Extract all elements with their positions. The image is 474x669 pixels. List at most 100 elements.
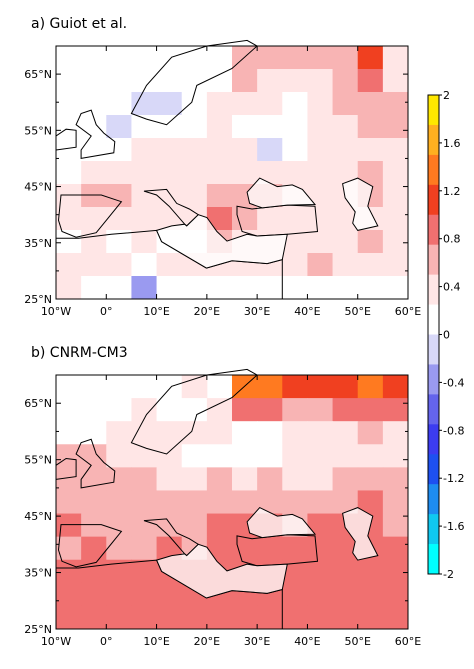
- heatmap-cell: [131, 444, 158, 468]
- heatmap-cell: [257, 46, 283, 70]
- y-tick-label: 65°N: [24, 397, 52, 410]
- heatmap-cell: [206, 467, 233, 491]
- heatmap-cell: [206, 92, 233, 116]
- coastline: [130, 368, 258, 455]
- heatmap-cell: [257, 207, 283, 231]
- heatmap-cell: [332, 115, 359, 139]
- heatmap-cell: [357, 582, 384, 607]
- x-tick-label: 10°E: [143, 635, 169, 648]
- heatmap-cell: [307, 253, 334, 277]
- heatmap-cell: [282, 421, 308, 445]
- heatmap-cell: [156, 536, 183, 561]
- heatmap-cell: [206, 46, 233, 70]
- heatmap-cell: [357, 46, 384, 70]
- heatmap-cell: [232, 536, 258, 561]
- heatmap-cell: [282, 398, 308, 422]
- heatmap-cell: [106, 582, 132, 607]
- heatmap-cell: [307, 559, 334, 584]
- heatmap-cell: [307, 605, 334, 630]
- heatmap-cell: [307, 467, 334, 491]
- colorbar-swatch: [428, 274, 439, 305]
- heatmap-cell: [282, 161, 308, 185]
- heatmap-cell: [131, 138, 158, 162]
- heatmap-cell: [382, 444, 409, 468]
- y-axis: 65°N 55°N 45°N 35°N 25°N: [24, 45, 408, 306]
- sea-outline: [246, 506, 317, 539]
- heatmap-cell: [332, 161, 359, 185]
- y-tick-label: 35°N: [24, 237, 52, 250]
- heatmap-cell: [232, 138, 258, 162]
- heatmap-cell: [156, 207, 183, 231]
- heatmap-cell: [156, 490, 183, 515]
- colorbar-swatch: [428, 304, 439, 335]
- heatmap-cell: [307, 398, 334, 422]
- heatmap-cell: [206, 444, 233, 468]
- heatmap-cell: [232, 490, 258, 515]
- heatmap-cell: [332, 467, 359, 491]
- heatmap-cell: [56, 230, 82, 254]
- panel-cnrm: b) CNRM-CM3 65°N55°N45°N35°N25°N 10°W 0° 1…: [24, 345, 421, 648]
- y-tick-label: 25°N: [24, 293, 52, 306]
- heatmap-cells: [56, 46, 409, 300]
- heatmap-cell: [232, 115, 258, 139]
- heatmap-cell: [307, 46, 334, 70]
- heatmap-cell: [382, 375, 409, 399]
- x-tick-label: 60°E: [395, 305, 421, 318]
- heatmap-cell: [307, 444, 334, 468]
- colorbar-tick-label: -1.2: [443, 472, 464, 485]
- heatmap-cell: [156, 467, 183, 491]
- colorbar-tick-label: 0.4: [443, 281, 461, 294]
- heatmap-cell: [106, 276, 132, 300]
- heatmap-cell: [131, 115, 158, 139]
- heatmap-cell: [382, 115, 409, 139]
- heatmap-cell: [156, 115, 183, 139]
- x-axis: 10°W 0° 10°E 20°E 30°E 40°E 50°E 60°E: [41, 46, 421, 318]
- heatmap-cell: [156, 92, 183, 116]
- heatmap-cell: [81, 138, 107, 162]
- heatmap-cell: [307, 375, 334, 399]
- heatmap-cell: [232, 276, 258, 300]
- heatmap-cell: [181, 467, 208, 491]
- heatmap-cell: [131, 536, 158, 561]
- heatmap-cell: [307, 536, 334, 561]
- heatmap-cell: [131, 207, 158, 231]
- colorbar-tick-label: 2: [443, 89, 450, 102]
- colorbar-tick-label: 1.2: [443, 185, 461, 198]
- heatmap-cell: [332, 605, 359, 630]
- heatmap-cell: [106, 490, 132, 515]
- heatmap-cell: [382, 276, 409, 300]
- heatmap-cell: [332, 46, 359, 70]
- x-tick-label: 30°E: [244, 635, 270, 648]
- heatmap-cell: [106, 161, 132, 185]
- heatmap-cell: [307, 69, 334, 93]
- heatmap-cell: [232, 161, 258, 185]
- heatmap-cell: [282, 536, 308, 561]
- heatmap-cell: [56, 444, 82, 468]
- heatmap-cell: [332, 490, 359, 515]
- x-tick-label: 40°E: [294, 635, 320, 648]
- heatmap-cell: [332, 444, 359, 468]
- heatmap-cell: [282, 207, 308, 231]
- heatmap-cell: [282, 559, 308, 584]
- y-tick-label: 35°N: [24, 567, 52, 580]
- heatmap-cell: [307, 490, 334, 515]
- heatmap-cell: [206, 115, 233, 139]
- heatmap-cell: [81, 513, 107, 538]
- colorbar-ticks: 2 1.6 1.2 0.8 0.4 0 -0.4 -0.8 -1.2 -1.6 -2: [439, 89, 464, 581]
- heatmap-cell: [282, 375, 308, 399]
- heatmap-cell: [282, 230, 308, 254]
- heatmap-cell: [282, 69, 308, 93]
- panel-frame: [55, 45, 409, 300]
- heatmap-cell: [156, 398, 183, 422]
- heatmap-cell: [181, 605, 208, 630]
- heatmap-cell: [156, 161, 183, 185]
- heatmap-cell: [106, 513, 132, 538]
- heatmap-cell: [382, 161, 409, 185]
- heatmap-cell: [81, 605, 107, 630]
- heatmap-cell: [282, 46, 308, 70]
- heatmap-cell: [131, 490, 158, 515]
- heatmap-cell: [206, 605, 233, 630]
- x-tick-label: 30°E: [244, 305, 270, 318]
- x-tick-label: 50°E: [344, 635, 370, 648]
- heatmap-cell: [382, 253, 409, 277]
